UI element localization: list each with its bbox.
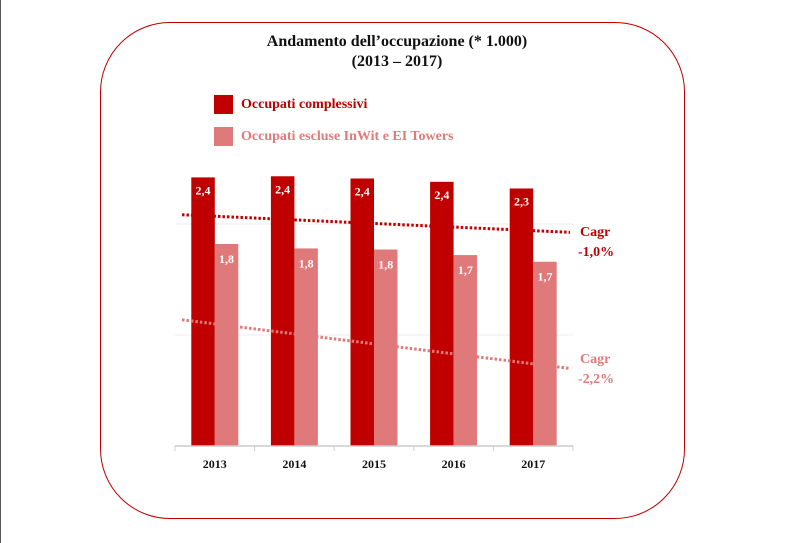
data-label: 1,8 [299,256,314,270]
chart-frame [100,22,685,519]
cagr-label: Cagr [580,352,610,367]
bar-total-2013 [191,177,215,446]
legend-item-excluded: Occupati escluse InWit e EI Towers [214,127,453,146]
cagr-value: -1,0% [578,245,614,260]
bar-excluded-2014 [294,248,318,446]
bar-total-2015 [350,178,374,447]
bar-total-2014 [270,176,295,446]
data-label: 1,7 [537,270,552,284]
data-label: 2,4 [196,183,211,197]
legend-label: Occupati complessivi [241,96,368,112]
bar-excluded-2017 [533,261,557,446]
bar-excluded-2015 [374,249,398,446]
chart-subtitle: (2013 – 2017) [351,53,443,70]
data-label: 1,7 [458,263,473,277]
bar-total-2016 [430,181,454,446]
legend-item-total: Occupati complessivi [214,95,367,114]
chart-title: Andamento dell’occupazione (* 1.000) [266,33,528,50]
cagr-value: -2,2% [578,372,614,387]
x-tick-label: 2014 [282,457,306,471]
data-label: 2,4 [434,188,449,202]
legend-swatch [214,127,233,146]
data-label: 2,4 [355,184,370,198]
legend-label: Occupati escluse InWit e EI Towers [241,128,454,144]
trendline-total [181,213,571,234]
legend-swatch [214,95,233,114]
data-label: 2,4 [275,182,290,196]
x-tick-label: 2016 [442,457,466,471]
bar-excluded-2016 [453,255,478,446]
bar-total-2017 [509,188,534,447]
x-tick-label: 2017 [521,457,545,471]
window-edge [0,0,1,543]
bar-excluded-2013 [214,243,239,446]
x-tick-label: 2015 [362,457,386,471]
data-label: 2,3 [514,194,529,208]
data-label: 1,8 [219,252,234,266]
x-tick-label: 2013 [203,457,227,471]
trendline-excluded [181,318,571,370]
cagr-label: Cagr [580,225,610,240]
data-label: 1,8 [378,258,393,272]
